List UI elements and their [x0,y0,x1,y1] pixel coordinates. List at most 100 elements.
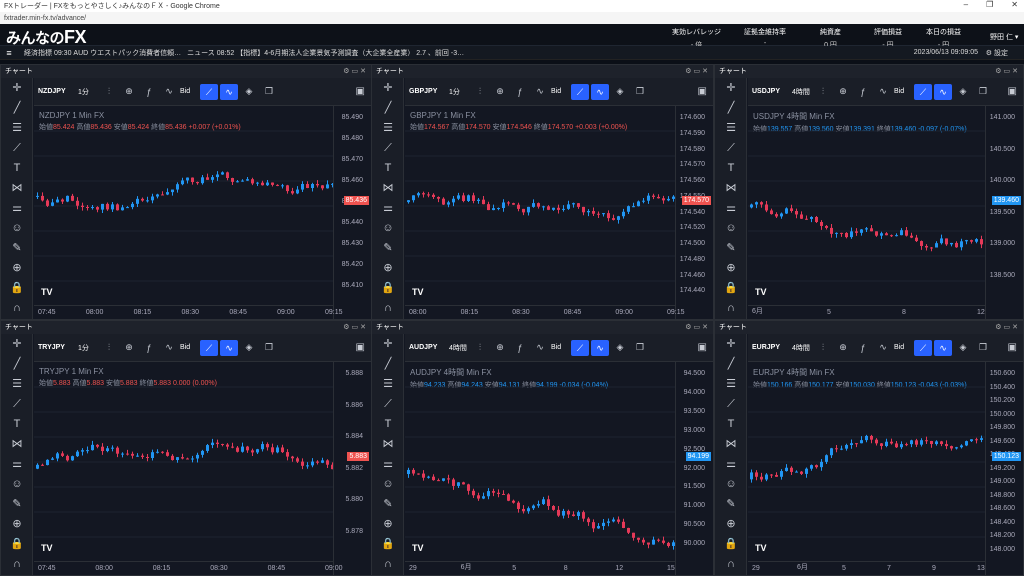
url-text[interactable]: fxtrader.min-fx.tv/advance/ [4,14,87,22]
line-chart-icon[interactable]: ⟋ [200,83,218,100]
pattern-icon[interactable]: ∿ [591,83,609,100]
drawing-tool-icon[interactable]: ⟋ [727,142,735,154]
symbol-selector[interactable]: GBPJPY [409,88,438,95]
pattern-icon[interactable]: ∿ [220,339,238,356]
candlestick-chart[interactable] [34,362,334,562]
drawing-tool-icon[interactable]: ☺ [382,222,394,234]
copy-icon[interactable]: ❐ [264,342,274,352]
compare-icon[interactable]: ∿ [165,342,173,352]
drawing-tool-icon[interactable]: ⊕ [726,518,736,530]
drawing-tool-icon[interactable]: ✛ [383,338,393,350]
screenshot-icon[interactable]: ▣ [697,342,707,353]
drawing-tool-icon[interactable]: ☺ [725,478,737,490]
drawing-tool-icon[interactable]: 🔒 [724,282,738,294]
drawing-tool-icon[interactable]: ∩ [727,558,735,570]
function-icon[interactable]: ƒ [860,86,866,97]
drawing-tool-icon[interactable]: ⚌ [383,202,393,214]
address-bar[interactable]: fxtrader.min-fx.tv/advance/ [0,12,1024,24]
panel-controls[interactable]: ⚙▭✕ [685,68,710,75]
drawing-tool-icon[interactable]: ⋈ [11,438,23,450]
drawing-tool-icon[interactable]: ☰ [726,378,736,390]
add-indicator-icon[interactable]: ⊕ [125,342,133,352]
news-text[interactable]: ニュース 08:52 【指標】4-6月期法人企業景気予測調査（大企業全産業） 2… [187,49,465,57]
pattern-icon[interactable]: ∿ [934,339,952,356]
drawing-tool-icon[interactable]: ∩ [384,302,392,314]
drawing-tool-icon[interactable]: ✎ [12,498,22,510]
symbol-selector[interactable]: AUDJPY [409,344,438,351]
drawing-tool-icon[interactable]: ╱ [13,102,21,114]
drawing-tool-icon[interactable]: ╱ [727,102,735,114]
eraser-icon[interactable]: ◈ [245,342,253,352]
bid-ask-toggle[interactable]: Bid [551,344,562,351]
drawing-tool-icon[interactable]: ☰ [383,122,393,134]
candle-type-icon[interactable]: ⫶ [478,86,482,96]
function-icon[interactable]: ƒ [517,86,523,97]
add-indicator-icon[interactable]: ⊕ [496,342,504,352]
candle-type-icon[interactable]: ⫶ [478,342,482,352]
drawing-tool-icon[interactable]: T [13,418,21,430]
timeframe-selector[interactable]: 4時間 [792,88,810,96]
function-icon[interactable]: ƒ [517,342,523,353]
time-axis[interactable]: 6月 5 8 12 [748,305,985,319]
line-chart-icon[interactable]: ⟋ [914,339,932,356]
function-icon[interactable]: ƒ [146,86,152,97]
drawing-tool-icon[interactable]: ⟋ [727,398,735,410]
candlestick-chart[interactable] [405,362,676,562]
eraser-icon[interactable]: ◈ [959,86,967,96]
settings-button[interactable]: ⚙ 設定 [985,49,1008,57]
drawing-tool-icon[interactable]: ⚌ [383,458,393,470]
drawing-tool-icon[interactable]: ⊕ [726,262,736,274]
drawing-tool-icon[interactable]: ✛ [383,82,393,94]
drawing-tool-icon[interactable]: ⚌ [12,458,22,470]
drawing-tool-icon[interactable]: 🔒 [381,282,395,294]
panel-controls[interactable]: ⚙▭✕ [995,324,1020,331]
restore-icon[interactable]: ❐ [986,0,994,9]
drawing-tool-icon[interactable]: ✛ [726,82,736,94]
bid-ask-toggle[interactable]: Bid [180,344,191,351]
time-axis[interactable]: 29 6月 5 8 12 15 [405,561,675,575]
compare-icon[interactable]: ∿ [536,342,544,352]
drawing-tool-icon[interactable]: ⟋ [13,398,21,410]
candlestick-chart[interactable] [405,106,676,306]
drawing-tool-icon[interactable]: T [384,418,392,430]
time-axis[interactable]: 07:45 08:00 08:15 08:30 08:45 09:00 09:15 [34,305,343,319]
candlestick-chart[interactable] [34,106,334,306]
drawing-tool-icon[interactable]: ☺ [382,478,394,490]
drawing-tool-icon[interactable]: 🔒 [381,538,395,550]
screenshot-icon[interactable]: ▣ [697,86,707,97]
pattern-icon[interactable]: ∿ [934,83,952,100]
drawing-tool-icon[interactable]: ⟋ [384,142,392,154]
add-indicator-icon[interactable]: ⊕ [125,86,133,96]
timeframe-selector[interactable]: 1分 [78,344,89,352]
compare-icon[interactable]: ∿ [536,86,544,96]
symbol-selector[interactable]: NZDJPY [38,88,66,95]
drawing-tool-icon[interactable]: T [384,162,392,174]
screenshot-icon[interactable]: ▣ [355,342,365,353]
symbol-selector[interactable]: TRYJPY [38,344,65,351]
drawing-tool-icon[interactable]: ✎ [383,242,393,254]
drawing-tool-icon[interactable]: ⟋ [384,398,392,410]
drawing-tool-icon[interactable]: ∩ [727,302,735,314]
eraser-icon[interactable]: ◈ [616,342,624,352]
drawing-tool-icon[interactable]: ⚌ [726,458,736,470]
drawing-tool-icon[interactable]: ☺ [11,222,23,234]
drawing-tool-icon[interactable]: ☰ [383,378,393,390]
drawing-tool-icon[interactable]: ☺ [725,222,737,234]
add-indicator-icon[interactable]: ⊕ [496,86,504,96]
time-axis[interactable]: 08:00 08:15 08:30 08:45 09:00 09:15 [405,305,685,319]
timeframe-selector[interactable]: 4時間 [449,344,467,352]
drawing-tool-icon[interactable]: ╱ [13,358,21,370]
eraser-icon[interactable]: ◈ [245,86,253,96]
bid-ask-toggle[interactable]: Bid [894,88,905,95]
price-axis[interactable]: 141.000 140.500 140.000 139.500 139.000 138.5… [985,106,1023,319]
price-axis[interactable]: 174.600 174.590 174.580 174.570 174.560 174.5… [675,106,713,319]
minimize-icon[interactable]: – [963,0,969,9]
drawing-tool-icon[interactable]: ✎ [726,242,736,254]
line-chart-icon[interactable]: ⟋ [200,339,218,356]
drawing-tool-icon[interactable]: ⋈ [382,182,394,194]
drawing-tool-icon[interactable]: ⊕ [12,262,22,274]
drawing-tool-icon[interactable]: ✎ [383,498,393,510]
timeframe-selector[interactable]: 1分 [449,88,460,96]
drawing-tool-icon[interactable]: ⋈ [725,438,737,450]
drawing-tool-icon[interactable]: 🔒 [10,282,24,294]
